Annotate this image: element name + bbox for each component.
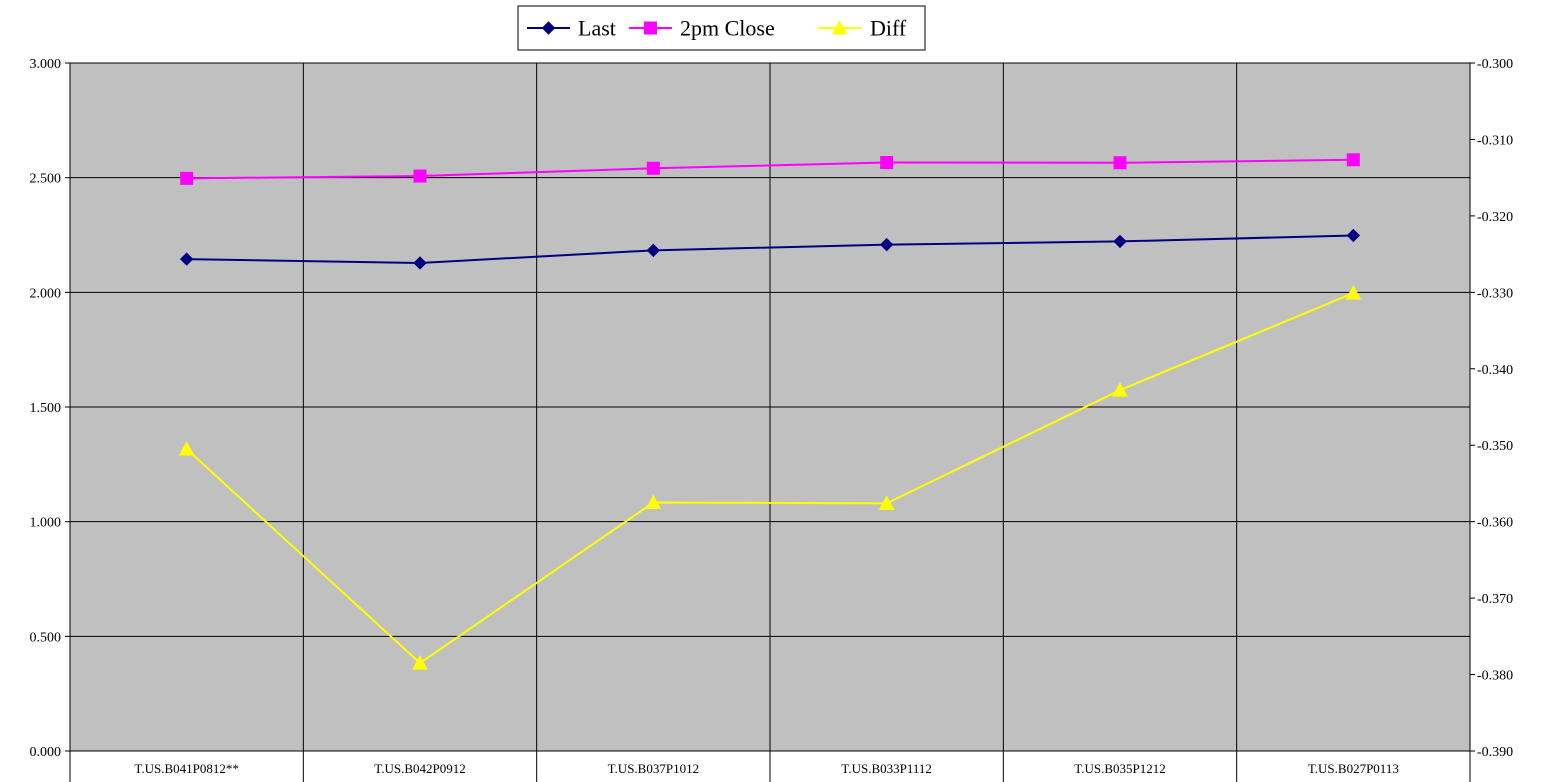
right-tick-label: -0.340	[1477, 363, 1513, 378]
left-tick-label: 2.500	[30, 172, 62, 187]
right-tick-label: -0.350	[1477, 439, 1513, 454]
right-tick-label: -0.300	[1477, 57, 1513, 72]
legend-label-2pm-close: 2pm Close	[680, 16, 775, 41]
point-2pm-close	[646, 161, 660, 175]
right-tick-label: -0.380	[1477, 669, 1513, 684]
series-line-last	[186, 234, 1354, 264]
left-tick-label: 0.500	[30, 630, 62, 645]
legend: Last 2pm Close Diff	[517, 5, 926, 51]
legend-marker-last	[541, 21, 556, 35]
point-diff	[1112, 382, 1128, 397]
point-diff	[878, 495, 895, 510]
legend-marker-2pm-close	[644, 21, 657, 35]
right-tick-label: -0.360	[1477, 516, 1513, 531]
point-2pm-close	[1346, 153, 1360, 167]
point-2pm-close	[180, 171, 194, 185]
left-tick-label: 0.000	[30, 745, 62, 760]
right-tick-label: -0.370	[1477, 592, 1513, 607]
point-diff	[412, 655, 428, 670]
right-tick-label: -0.310	[1477, 133, 1513, 148]
point-2pm-close	[1113, 156, 1127, 170]
right-tick-label: -0.320	[1477, 210, 1513, 225]
point-last	[413, 256, 427, 270]
left-tick-label: 1.000	[30, 516, 62, 531]
series-line-2pm-close	[186, 158, 1354, 180]
category-label: T.US.B042P0912	[374, 761, 466, 776]
right-y-axis: -0.390 -0.380 -0.370 -0.360 -0.350 -0.340 -0.3…	[1470, 57, 1513, 760]
left-tick-label: 1.500	[30, 401, 62, 416]
series-layer	[178, 153, 1362, 670]
legend-marker-diff	[831, 19, 848, 35]
point-last	[879, 237, 894, 252]
category-label: T.US.B035P1212	[1074, 761, 1166, 776]
right-tick-label: -0.390	[1477, 745, 1513, 760]
point-last	[646, 243, 661, 258]
point-diff	[178, 440, 195, 456]
category-label: T.US.B027P0113	[1308, 761, 1399, 776]
x-axis: T.US.B041P0812** T.US.B042P0912 T.US.B037P…	[69, 750, 1471, 782]
point-2pm-close	[880, 156, 894, 170]
right-tick-label: -0.330	[1477, 286, 1513, 301]
left-y-axis: 0.000 0.500 1.000 1.500 2.000 2.500 3.000	[30, 57, 70, 760]
series-line-diff	[185, 292, 1354, 665]
point-last	[1346, 228, 1361, 243]
point-last	[179, 252, 194, 266]
category-label: T.US.B037P1012	[608, 761, 700, 776]
legend-label-diff: Diff	[870, 16, 907, 41]
point-last	[1113, 234, 1127, 249]
point-diff	[1345, 285, 1362, 300]
category-label: T.US.B033P1112	[841, 761, 932, 776]
left-tick-label: 3.000	[30, 57, 62, 72]
point-2pm-close	[413, 169, 427, 183]
left-tick-label: 2.000	[30, 286, 62, 301]
category-label: T.US.B041P0812**	[134, 761, 239, 776]
legend-label-last: Last	[578, 16, 616, 41]
point-diff	[645, 494, 662, 510]
